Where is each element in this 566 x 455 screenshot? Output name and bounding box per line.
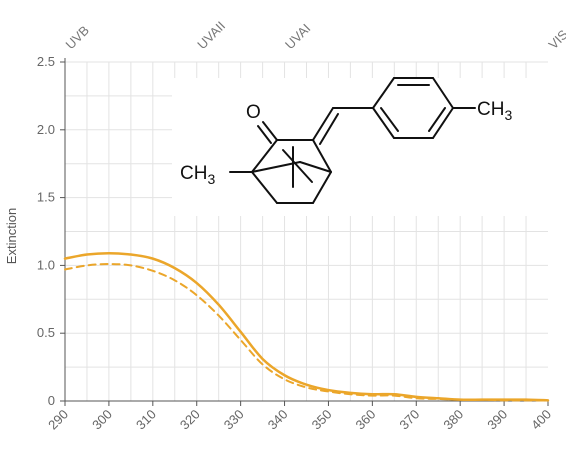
bond — [380, 107, 399, 132]
x-tick-label: 380 — [440, 407, 466, 433]
x-tick-label: 320 — [177, 407, 203, 433]
y-tick-labels: 0 0.5 1.0 1.5 2.0 2.5 — [37, 54, 55, 408]
x-tick-label: 340 — [265, 407, 291, 433]
x-tick-labels: 290 300 310 320 330 340 350 360 370 380 390 400 — [45, 407, 554, 433]
region-label: UVAI — [282, 21, 313, 52]
y-tick-label: 1.0 — [37, 257, 55, 272]
bond — [282, 149, 313, 183]
x-tick-label: 350 — [309, 407, 335, 433]
x-tick-label: 300 — [89, 407, 115, 433]
molecule-structure: O CH3 CH3 — [172, 77, 556, 216]
region-label: UVB — [63, 23, 93, 53]
x-tick-label: 400 — [528, 407, 554, 433]
bond — [299, 161, 332, 173]
bond — [428, 107, 446, 132]
x-tick-label: 370 — [396, 407, 422, 433]
methyl-label-left: CH3 — [180, 163, 215, 187]
bond — [312, 107, 334, 141]
bond — [312, 171, 332, 204]
bond — [372, 107, 395, 139]
bond — [257, 125, 272, 144]
bond — [432, 77, 454, 109]
bond — [312, 139, 332, 173]
y-tick-label: 2.0 — [37, 122, 55, 137]
region-labels: UVB UVAII UVAI VIS — [63, 18, 566, 52]
x-tick-label: 310 — [133, 407, 159, 433]
bond — [372, 77, 395, 109]
x-tick-label: 330 — [221, 407, 247, 433]
bond — [251, 139, 278, 173]
bond — [319, 113, 339, 145]
molecule-backdrop — [172, 78, 556, 216]
methyl-label-right: CH3 — [477, 99, 512, 123]
series-line-dashed — [64, 263, 549, 402]
bond — [251, 171, 278, 204]
y-tick-label: 1.5 — [37, 190, 55, 205]
oxygen-label: O — [246, 102, 261, 123]
x-tick-label: 390 — [484, 407, 510, 433]
bond — [262, 121, 278, 141]
y-tick-label: 0 — [48, 393, 55, 408]
bond — [432, 107, 454, 139]
y-axis-label: Extinction — [4, 208, 19, 264]
y-tick-label: 2.5 — [37, 54, 55, 69]
series — [63, 251, 550, 402]
x-tick-label: 360 — [353, 407, 379, 433]
region-label: UVAII — [194, 18, 228, 52]
y-tick-label: 0.5 — [37, 325, 55, 340]
axes — [60, 58, 549, 406]
region-label: VIS — [546, 26, 566, 52]
x-tick-label: 290 — [45, 407, 71, 433]
